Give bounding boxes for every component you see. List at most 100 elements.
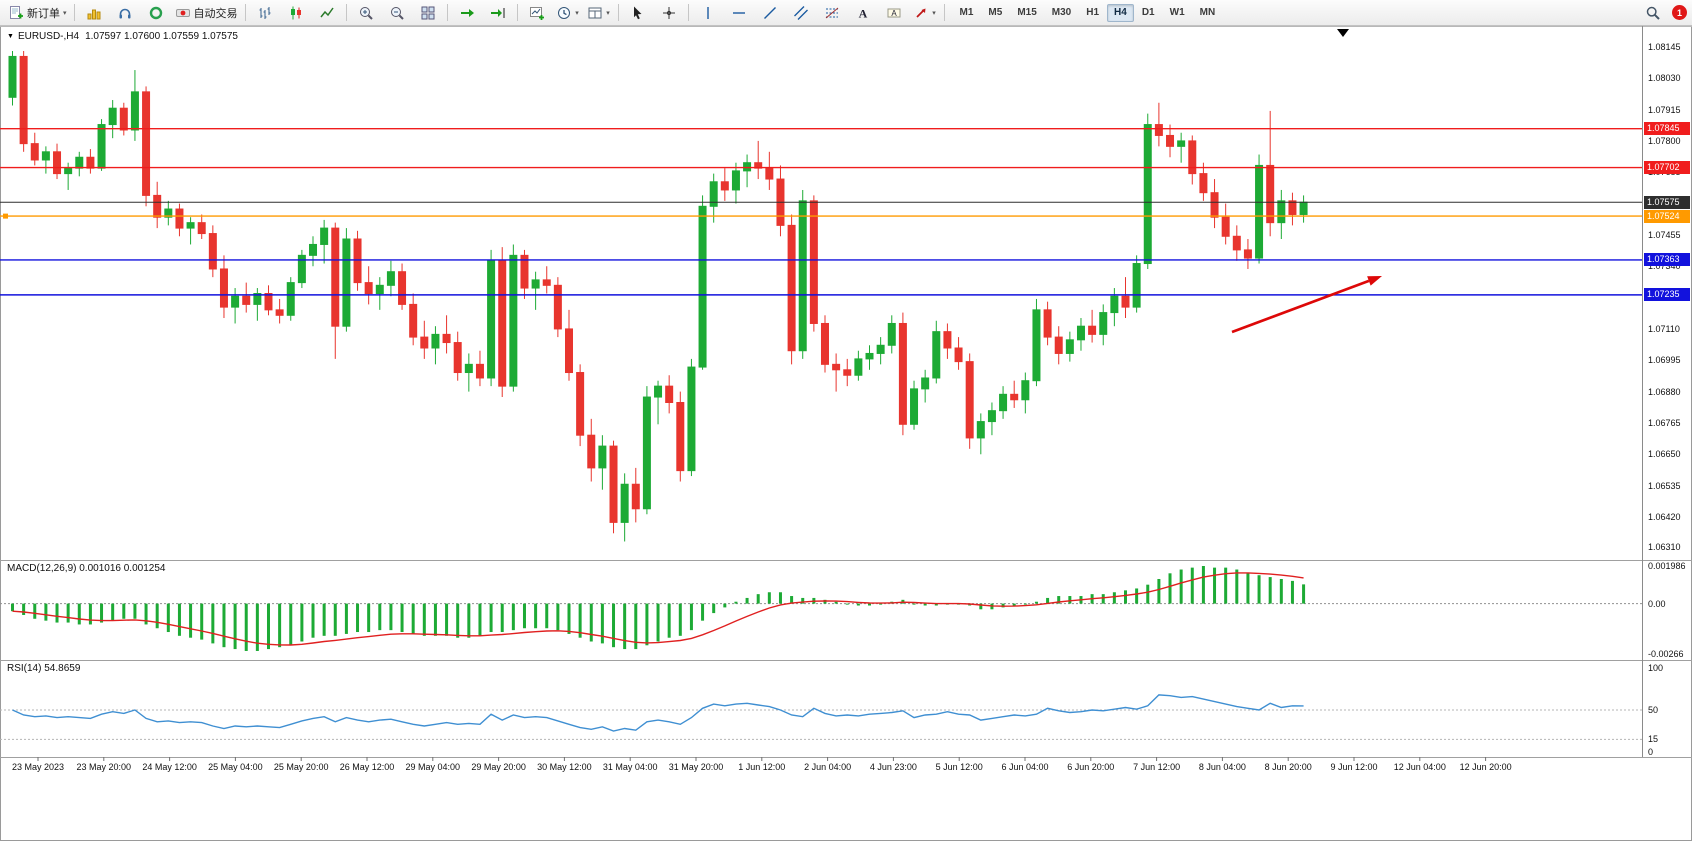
dropdown-caret-icon: ▾	[606, 9, 610, 17]
time-axis-label: 9 Jun 12:00	[1330, 762, 1378, 772]
main-toolbar: 新订单 ▾	[0, 0, 1692, 26]
time-axis-label: 12 Jun 04:00	[1393, 762, 1446, 772]
trend-arrow-annotation[interactable]	[1231, 276, 1382, 334]
toolbar-separator	[446, 4, 448, 21]
vertical-line-button[interactable]	[693, 2, 723, 24]
price-axis-label: 1.07455	[1648, 229, 1681, 240]
candlestick-chart-button[interactable]	[281, 2, 311, 24]
timeframe-h4[interactable]: H4	[1107, 3, 1134, 22]
toolbar-separator	[73, 4, 75, 21]
timeframe-m5[interactable]: M5	[988, 6, 1003, 18]
price-axis-label: 1.06880	[1648, 386, 1681, 397]
time-axis-label: 12 Jun 20:00	[1459, 762, 1512, 772]
new-chart-button[interactable]	[522, 2, 552, 24]
candlestick-series	[8, 50, 1308, 542]
time-axis-label: 31 May 20:00	[668, 762, 724, 772]
time-axis-label: 30 May 12:00	[537, 762, 592, 772]
chart-shift-icon	[490, 7, 505, 18]
time-axis-label: 8 Jun 04:00	[1198, 762, 1246, 772]
toolbar-separator	[617, 4, 619, 21]
time-axis-label: 6 Jun 20:00	[1067, 762, 1115, 772]
trendline-button[interactable]	[755, 2, 785, 24]
dropdown-caret-icon: ▾	[63, 9, 67, 17]
price-axis-label: 1.06535	[1648, 480, 1681, 491]
bar-chart-button[interactable]	[250, 2, 280, 24]
price-axis-label: 1.07915	[1648, 104, 1681, 115]
svg-text:A: A	[858, 6, 867, 20]
dropdown-caret-icon: ▾	[932, 9, 936, 17]
zoom-out-button[interactable]	[382, 2, 412, 24]
time-axis-label: 29 May 04:00	[405, 762, 461, 772]
macd-signal-line	[12, 572, 1304, 646]
cursor-icon	[633, 6, 642, 19]
current-price-badge: 1.07575	[1644, 195, 1690, 209]
toolbar-separator	[345, 4, 347, 21]
market-watch-icon	[119, 8, 131, 18]
price-axis-label: 1.06420	[1648, 511, 1681, 522]
text-label-icon: A	[887, 8, 901, 17]
macd-histogram	[11, 566, 1306, 651]
dropdown-caret-icon: ▾	[575, 9, 579, 17]
channel-button[interactable]	[786, 2, 816, 24]
fibonacci-button[interactable]	[817, 2, 847, 24]
timeframe-m1[interactable]: M1	[959, 6, 974, 18]
timeframe-d1[interactable]: D1	[1141, 6, 1155, 18]
rsi-indicator-label: RSI(14) 54.8659	[7, 663, 81, 674]
crosshair-button[interactable]	[654, 2, 684, 24]
chart-quick-nav-icon[interactable]: ▼	[7, 33, 14, 40]
new-order-button[interactable]: 新订单 ▾	[5, 2, 70, 24]
time-axis-label: 25 May 04:00	[208, 762, 263, 772]
line-chart-button[interactable]	[312, 2, 342, 24]
timeframe-w1[interactable]: W1	[1169, 6, 1185, 18]
periods-button[interactable]: ▾	[553, 2, 583, 24]
horizontal-line-button[interactable]	[724, 2, 754, 24]
arrows-button[interactable]: ▾	[910, 2, 940, 24]
tile-windows-icon	[421, 6, 435, 19]
time-axis-label: 23 May 20:00	[76, 762, 132, 772]
time-axis-label: 4 Jun 23:00	[869, 762, 917, 772]
time-axis-label: 5 Jun 12:00	[935, 762, 983, 772]
vertical-line-icon	[706, 6, 709, 19]
hline-anchor	[3, 213, 8, 219]
autotrading-icon	[175, 8, 190, 17]
timeframe-h1[interactable]: H1	[1086, 6, 1100, 18]
timeframe-m30[interactable]: M30	[1051, 6, 1072, 18]
charts-profile-button[interactable]	[79, 2, 109, 24]
toolbar-separator	[943, 4, 945, 21]
autotrading-button[interactable]: 自动交易	[172, 2, 241, 24]
zoom-in-button[interactable]	[351, 2, 381, 24]
crosshair-icon	[662, 6, 675, 19]
market-watch-button[interactable]	[110, 2, 140, 24]
price-axis-label: 1.08145	[1648, 41, 1681, 52]
time-axis-label: 26 May 12:00	[339, 762, 395, 772]
timeframe-m15[interactable]: M15	[1017, 6, 1037, 18]
time-axis-label: 25 May 20:00	[273, 762, 329, 772]
notification-badge[interactable]: 1	[1672, 5, 1687, 20]
navigator-button[interactable]	[141, 2, 171, 24]
macd-axis-label: -0.00266	[1648, 649, 1684, 659]
trendline-icon	[763, 6, 776, 19]
toolbar-separator	[687, 4, 689, 21]
templates-button[interactable]: ▾	[584, 2, 614, 24]
timeframe-mn[interactable]: MN	[1199, 6, 1216, 18]
new-chart-icon	[529, 6, 544, 20]
text-icon: A	[858, 6, 867, 20]
time-axis-label: 6 Jun 04:00	[1001, 762, 1049, 772]
cursor-button[interactable]	[623, 2, 653, 24]
new-order-label: 新订单	[27, 7, 60, 20]
chart-shift-marker[interactable]	[1337, 29, 1349, 37]
chart-shift-button[interactable]	[483, 2, 513, 24]
time-axis-label: 24 May 12:00	[142, 762, 197, 772]
timeframe-group: M1 M5 M15 M30 H1 H4 D1 W1 MN	[953, 3, 1223, 22]
arrow-object-icon	[916, 8, 926, 18]
text-button[interactable]: A	[848, 2, 878, 24]
candlestick-chart-icon	[290, 6, 301, 19]
search-button[interactable]	[1638, 2, 1668, 24]
price-axis-label: 1.06995	[1648, 355, 1681, 366]
text-label-button[interactable]: A	[879, 2, 909, 24]
zoom-out-icon	[390, 6, 404, 20]
navigator-icon	[149, 6, 162, 19]
tile-windows-button[interactable]	[413, 2, 443, 24]
auto-scroll-button[interactable]	[452, 2, 482, 24]
